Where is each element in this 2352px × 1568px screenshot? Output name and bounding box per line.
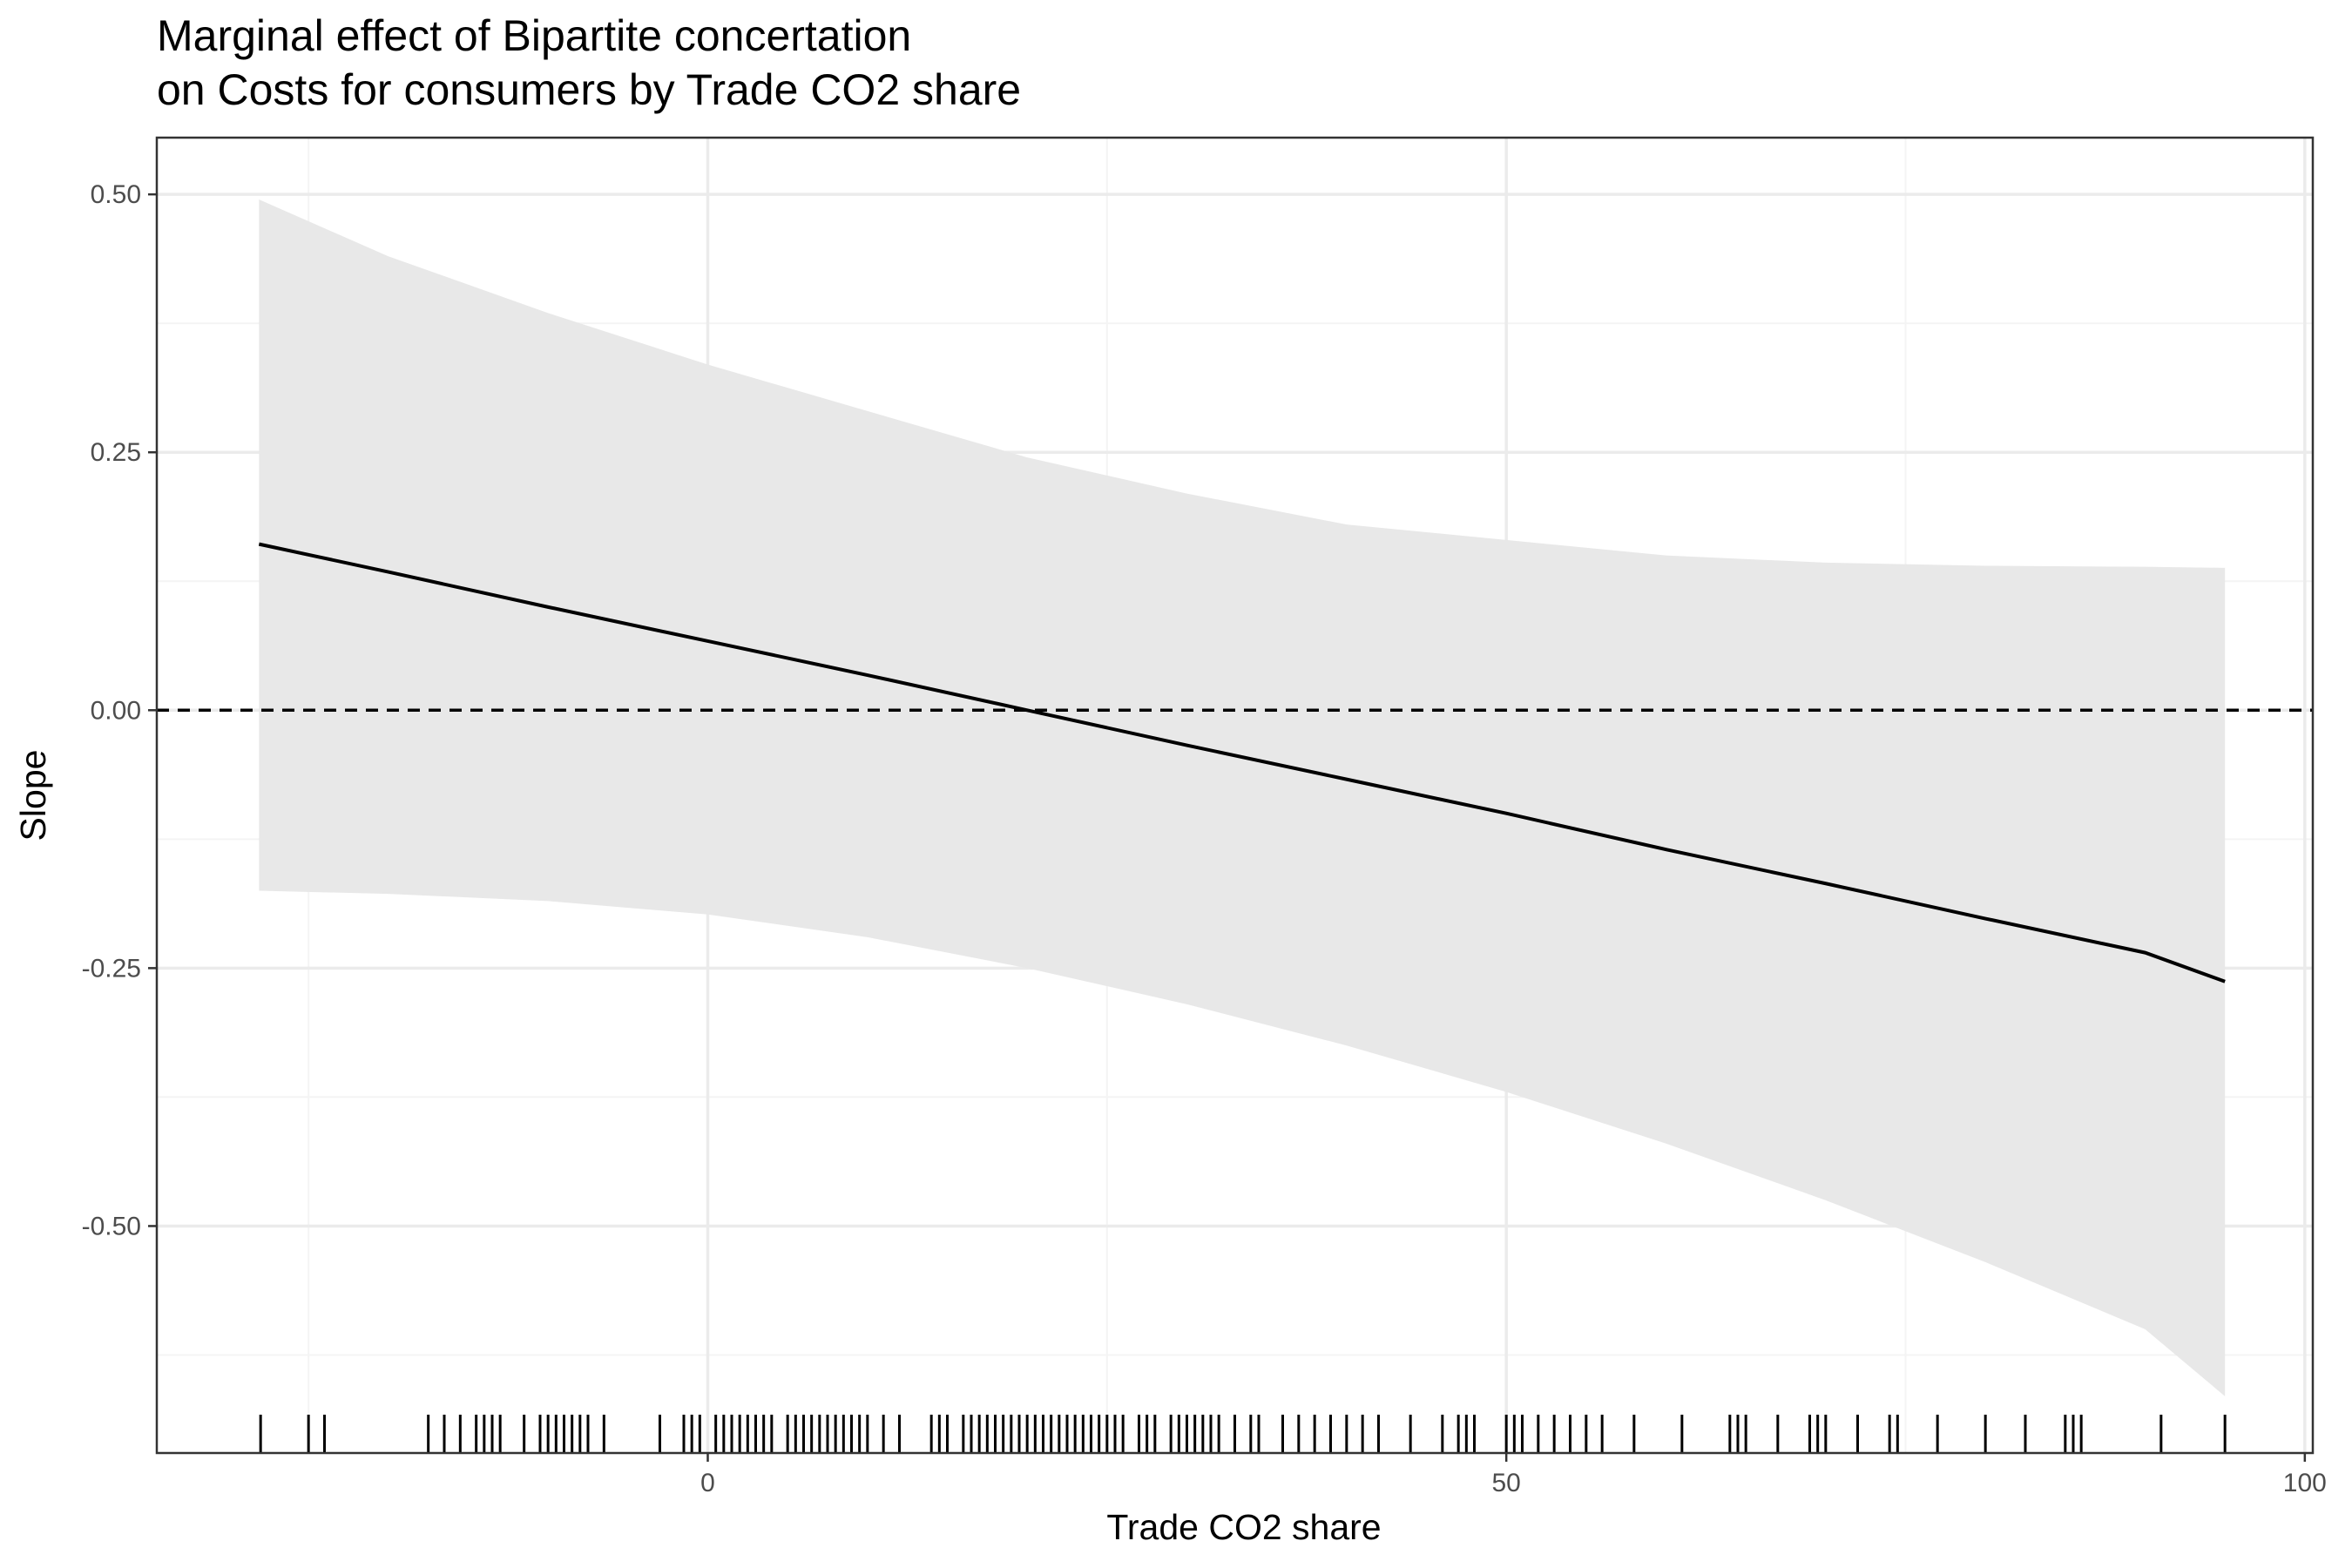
panel-border [155,136,2315,1455]
y-tick-label: 0.00 [91,696,141,725]
y-tick-label: 0.50 [91,180,141,209]
rug-marks [259,1415,2227,1453]
y-tick-label: 0.25 [91,438,141,467]
x-axis-ticks: 0 50 100 [700,1453,2327,1497]
x-tick-label: 100 [2283,1469,2327,1497]
chart-title: Marginal effect of Bipartite concertatio… [157,11,911,60]
y-axis-ticks: 0.50 0.25 0.00 -0.25 -0.50 [82,180,157,1240]
chart-subtitle: on Costs for consumers by Trade CO2 shar… [157,65,1021,114]
y-axis-title: Slope [13,750,53,841]
x-tick-label: 0 [700,1469,715,1497]
x-axis-title: Trade CO2 share [1106,1507,1381,1547]
x-tick-label: 50 [1491,1469,1520,1497]
marginal-effect-line [258,542,2226,983]
y-tick-label: -0.25 [82,954,141,983]
y-tick-label: -0.50 [82,1212,141,1240]
confidence-band [259,199,2226,1396]
